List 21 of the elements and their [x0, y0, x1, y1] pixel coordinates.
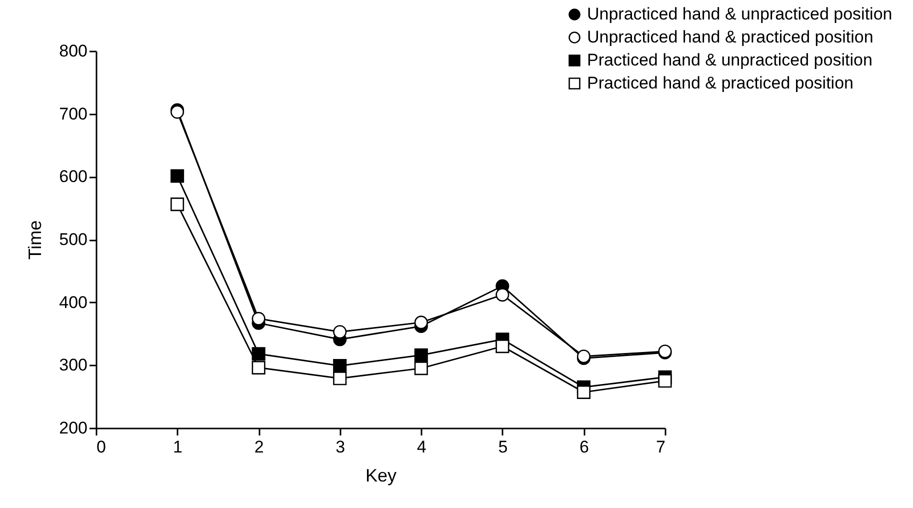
y-tick-label: 800 — [59, 42, 88, 60]
legend-label: Practiced hand & practiced position — [587, 74, 854, 92]
x-tick-label: 4 — [416, 438, 426, 456]
y-tick-label: 300 — [59, 356, 88, 375]
y-tick-label: 500 — [59, 230, 88, 249]
x-tick-label: 3 — [336, 438, 346, 456]
x-tick-label: 0 — [96, 438, 106, 456]
x-tick-label: 5 — [498, 438, 508, 456]
x-tick-label: 7 — [656, 438, 666, 456]
y-tick-label: 600 — [59, 167, 88, 186]
legend-label: Unpracticed hand & unpracticed position — [587, 4, 892, 24]
x-tick-label: 1 — [173, 438, 183, 456]
y-tick-label: 200 — [59, 418, 88, 438]
legend-label: Unpracticed hand & practiced position — [587, 28, 874, 46]
y-axis-title: Time — [25, 220, 46, 260]
x-tick-label: 2 — [254, 438, 264, 456]
x-tick-label: 6 — [579, 438, 589, 456]
legend-label: Practiced hand & unpracticed position — [587, 50, 872, 70]
x-axis-title: Key — [365, 466, 397, 486]
y-tick-label: 700 — [59, 104, 88, 124]
y-tick-label: 400 — [59, 292, 88, 312]
